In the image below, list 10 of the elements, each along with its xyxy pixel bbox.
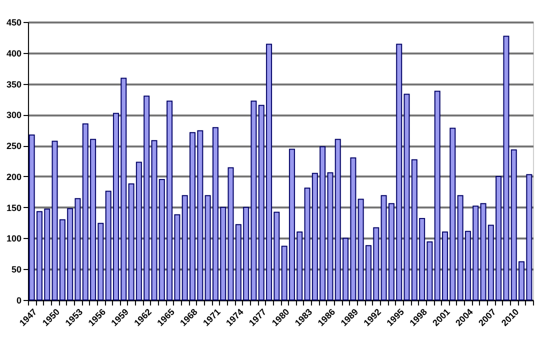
y-tick-label: 250 — [6, 141, 22, 152]
y-tick-label: 200 — [6, 172, 22, 182]
y-tick-label: 50 — [11, 264, 22, 275]
y-tick-label: 400 — [6, 48, 22, 58]
y-tick-label: 150 — [6, 202, 22, 213]
y-tick-label: 300 — [6, 110, 22, 120]
y-tick-label: 450 — [6, 18, 22, 28]
y-tick-label: 0 — [16, 296, 22, 306]
y-tick-label: 350 — [6, 79, 22, 90]
y-tick-label: 100 — [6, 234, 22, 244]
